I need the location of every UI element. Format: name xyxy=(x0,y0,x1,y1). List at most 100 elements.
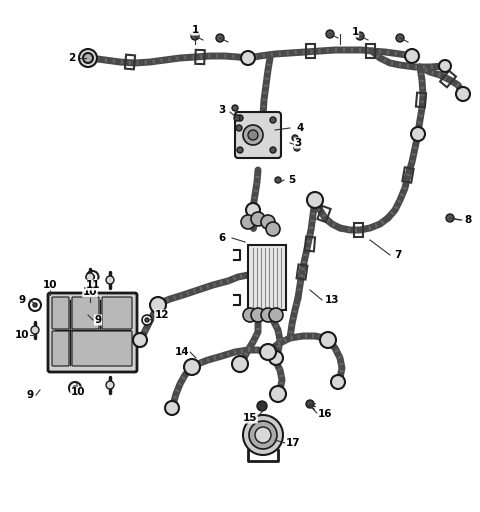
Text: 13: 13 xyxy=(325,295,339,305)
Text: 2: 2 xyxy=(68,53,76,63)
Circle shape xyxy=(257,401,267,411)
Text: 6: 6 xyxy=(218,233,226,243)
Circle shape xyxy=(79,49,97,67)
Bar xyxy=(248,245,286,310)
Bar xyxy=(195,50,205,64)
Bar xyxy=(365,44,374,58)
Circle shape xyxy=(251,308,265,322)
Circle shape xyxy=(234,115,240,121)
Text: 11: 11 xyxy=(86,280,100,290)
Text: 10: 10 xyxy=(71,387,85,397)
Circle shape xyxy=(269,308,283,322)
Circle shape xyxy=(243,308,257,322)
Text: 10: 10 xyxy=(43,280,57,290)
Circle shape xyxy=(269,351,283,365)
Circle shape xyxy=(326,30,334,38)
Text: 15: 15 xyxy=(243,413,257,423)
Circle shape xyxy=(191,32,199,40)
Circle shape xyxy=(91,275,95,279)
Text: 14: 14 xyxy=(175,347,189,357)
Circle shape xyxy=(243,125,263,145)
Circle shape xyxy=(261,215,275,229)
Circle shape xyxy=(184,359,200,375)
Circle shape xyxy=(69,382,81,394)
Text: 9: 9 xyxy=(95,315,102,325)
Text: 3: 3 xyxy=(294,138,301,148)
Circle shape xyxy=(260,344,276,360)
Circle shape xyxy=(306,400,314,408)
Bar xyxy=(416,93,426,108)
Text: 8: 8 xyxy=(464,215,472,225)
Bar xyxy=(440,71,456,87)
Circle shape xyxy=(232,356,248,372)
Circle shape xyxy=(232,105,238,111)
Text: 1: 1 xyxy=(351,27,359,37)
Circle shape xyxy=(236,125,242,131)
Circle shape xyxy=(396,34,404,42)
Circle shape xyxy=(405,49,419,63)
Circle shape xyxy=(237,147,243,153)
Text: 10: 10 xyxy=(83,287,97,297)
Circle shape xyxy=(165,401,179,415)
FancyBboxPatch shape xyxy=(72,297,99,329)
FancyBboxPatch shape xyxy=(52,331,69,366)
Bar xyxy=(353,223,362,237)
Circle shape xyxy=(237,115,243,121)
Circle shape xyxy=(456,87,470,101)
Circle shape xyxy=(292,135,298,141)
Circle shape xyxy=(270,386,286,402)
Text: 3: 3 xyxy=(218,105,226,115)
Circle shape xyxy=(29,299,41,311)
FancyBboxPatch shape xyxy=(52,297,69,329)
Bar xyxy=(125,55,135,69)
Circle shape xyxy=(251,212,265,226)
Circle shape xyxy=(86,273,94,281)
Text: 16: 16 xyxy=(318,409,332,419)
Circle shape xyxy=(106,381,114,389)
Circle shape xyxy=(270,147,276,153)
Circle shape xyxy=(86,271,98,283)
Bar xyxy=(297,264,307,280)
Circle shape xyxy=(243,415,283,455)
Circle shape xyxy=(31,326,39,334)
Circle shape xyxy=(241,51,255,65)
Circle shape xyxy=(248,130,258,140)
Text: 17: 17 xyxy=(286,438,300,448)
Circle shape xyxy=(83,53,93,63)
Circle shape xyxy=(249,421,277,449)
Circle shape xyxy=(331,375,345,389)
Circle shape xyxy=(261,308,275,322)
Bar xyxy=(305,44,314,58)
Text: 9: 9 xyxy=(26,390,34,400)
Bar xyxy=(402,167,414,183)
Circle shape xyxy=(241,215,255,229)
Circle shape xyxy=(33,303,37,307)
Circle shape xyxy=(216,34,224,42)
FancyBboxPatch shape xyxy=(102,297,132,329)
Text: 9: 9 xyxy=(18,295,25,305)
Circle shape xyxy=(106,276,114,284)
Circle shape xyxy=(446,214,454,222)
FancyBboxPatch shape xyxy=(72,331,132,366)
Circle shape xyxy=(150,297,166,313)
Circle shape xyxy=(320,332,336,348)
Circle shape xyxy=(270,117,276,123)
FancyBboxPatch shape xyxy=(235,112,281,158)
Circle shape xyxy=(275,177,281,183)
Circle shape xyxy=(246,203,260,217)
Text: 7: 7 xyxy=(394,250,402,260)
Circle shape xyxy=(411,127,425,141)
Text: 12: 12 xyxy=(155,310,169,320)
Circle shape xyxy=(255,427,271,443)
Text: 1: 1 xyxy=(192,25,199,35)
Circle shape xyxy=(294,145,300,151)
Text: 4: 4 xyxy=(296,123,304,133)
Circle shape xyxy=(142,315,152,325)
Circle shape xyxy=(73,386,77,390)
Text: 5: 5 xyxy=(288,175,296,185)
Circle shape xyxy=(266,222,280,236)
FancyBboxPatch shape xyxy=(48,293,137,372)
Circle shape xyxy=(439,60,451,72)
Bar xyxy=(317,206,331,222)
Text: 10: 10 xyxy=(15,330,29,340)
